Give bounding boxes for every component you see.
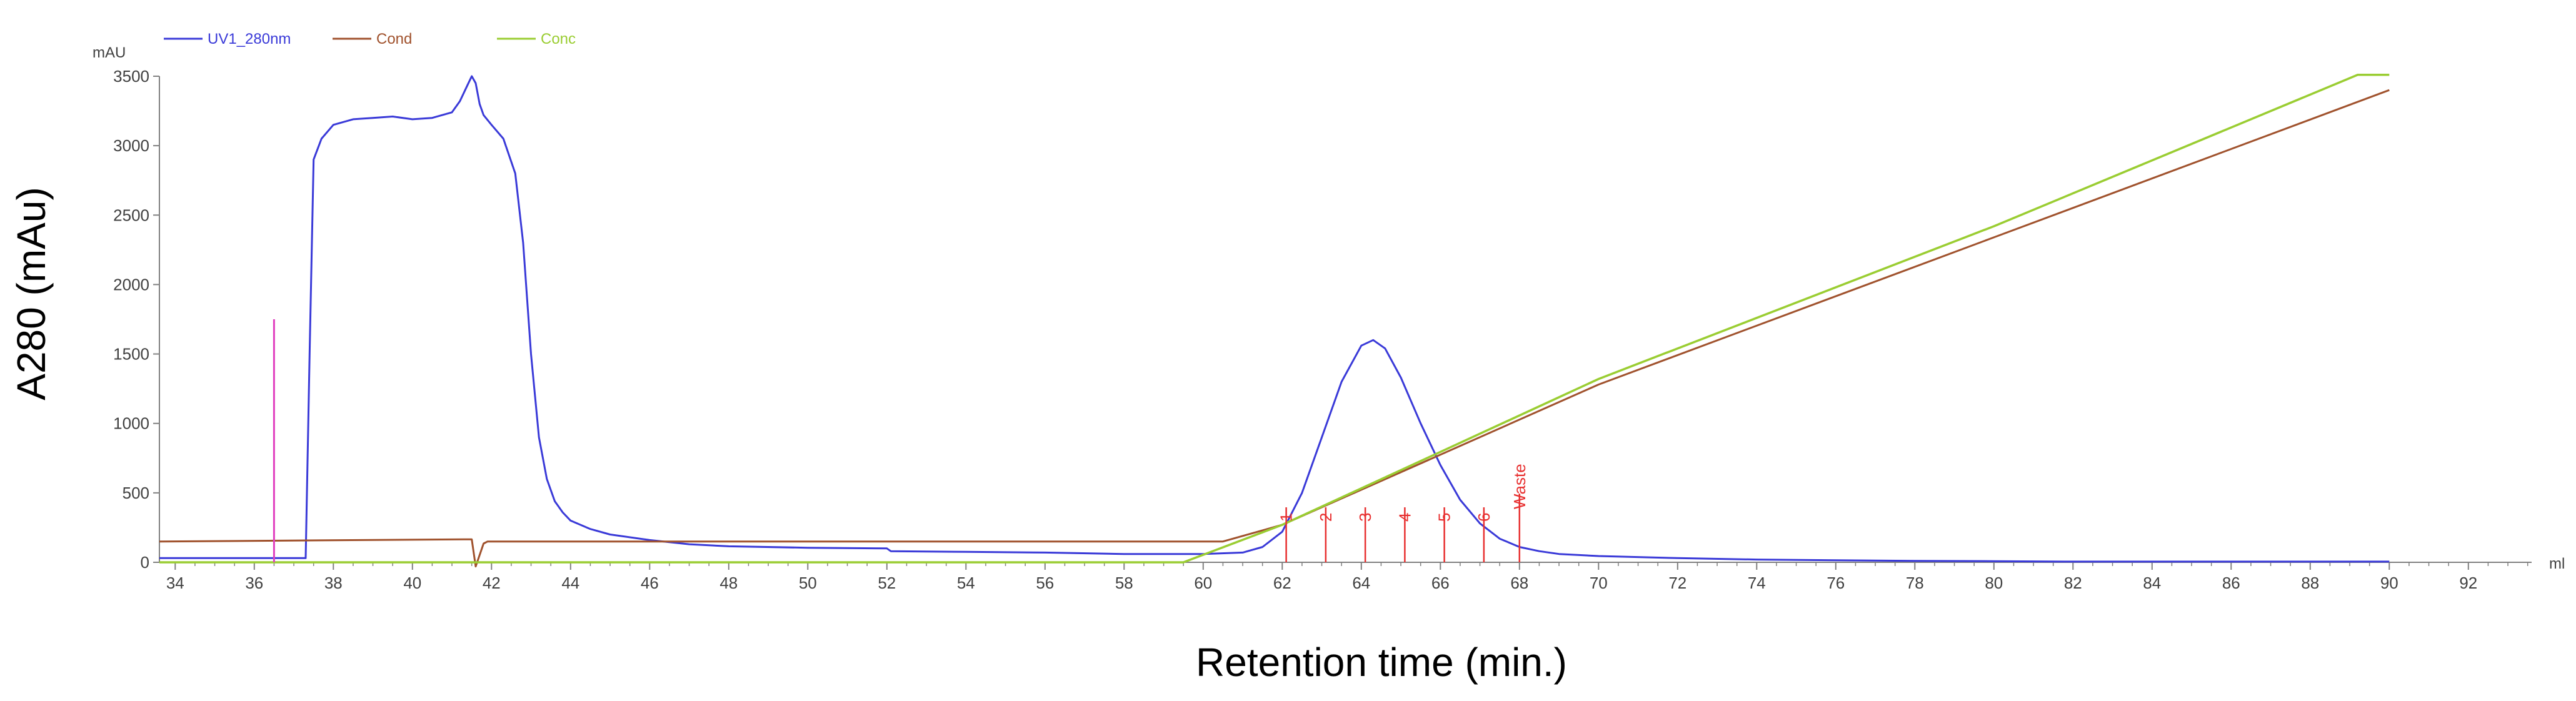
series-line-uv1-280nm: [159, 75, 2390, 563]
fraction-label: 4: [1395, 513, 1414, 522]
x-tick-label: 86: [2222, 574, 2240, 592]
chart-axes: [159, 76, 2532, 563]
x-tick-label: 54: [957, 574, 975, 592]
fraction-label: 5: [1435, 513, 1454, 522]
fraction-label: 2: [1316, 513, 1335, 522]
legend-label: Cond: [376, 31, 412, 47]
fraction-label: 3: [1356, 513, 1375, 522]
x-axis-title: Retention time (min.): [1196, 640, 1567, 685]
x-tick-label: 52: [878, 574, 896, 592]
x-tick-label: 48: [719, 574, 738, 592]
x-tick-label: 70: [1590, 574, 1608, 592]
y-tick-label: 2000: [113, 275, 149, 294]
x-tick-label: 92: [2459, 574, 2477, 592]
fraction-label: 6: [1475, 513, 1493, 522]
series-line-cond: [159, 89, 2390, 568]
y-unit-label: mAU: [93, 44, 126, 61]
x-tick-label: 46: [641, 574, 659, 592]
x-tick-label: 58: [1115, 574, 1133, 592]
x-tick-label: 84: [2143, 574, 2161, 592]
x-tick-label: 76: [1827, 574, 1845, 592]
fraction-label: Waste: [1510, 464, 1529, 509]
x-tick-label: 64: [1352, 574, 1370, 592]
y-axis-title: A280 (mAu): [9, 187, 54, 400]
x-tick-label: 62: [1273, 574, 1291, 592]
y-tick-label: 2500: [113, 206, 149, 224]
x-tick-label: 56: [1036, 574, 1054, 592]
x-tick-label: 78: [1906, 574, 1924, 592]
x-tick-label: 82: [2064, 574, 2082, 592]
legend-label: UV1_280nm: [208, 31, 291, 47]
x-tick-label: 34: [166, 574, 184, 592]
x-tick-label: 66: [1431, 574, 1450, 592]
x-ticks: 34 36 38 40 42 44 46 48 50 52 54 56 58 60 62 64 66 68 70 72…: [166, 562, 2528, 592]
x-tick-label: 36: [245, 574, 263, 592]
y-ticks: 0 500 1000 1500 2000 2500 3000 3500: [113, 67, 159, 572]
x-tick-label: 74: [1748, 574, 1766, 592]
x-unit-label: ml: [2549, 555, 2565, 572]
x-tick-label: 80: [1985, 574, 2003, 592]
x-tick-label: 60: [1194, 574, 1212, 592]
y-tick-label: 1000: [113, 414, 149, 433]
legend-label: Conc: [541, 31, 576, 47]
legend: UV1_280nm Cond Conc: [164, 31, 576, 47]
x-tick-label: 44: [561, 574, 579, 592]
x-tick-label: 68: [1510, 574, 1528, 592]
y-tick-label: 1500: [113, 345, 149, 364]
fraction-label: 1: [1277, 513, 1296, 522]
series-line-conc: [159, 74, 2390, 564]
x-tick-label: 72: [1668, 574, 1686, 592]
y-tick-label: 3500: [113, 67, 149, 86]
x-tick-label: 42: [483, 574, 501, 592]
y-tick-label: 3000: [113, 136, 149, 155]
x-tick-label: 38: [324, 574, 343, 592]
x-tick-label: 90: [2380, 574, 2398, 592]
series-group: [159, 74, 2390, 568]
y-tick-label: 0: [141, 553, 149, 572]
x-tick-label: 40: [403, 574, 421, 592]
x-tick-label: 50: [799, 574, 817, 592]
fraction-markers: 1 2 3 4 5 6 Waste: [1277, 464, 1529, 562]
x-tick-label: 88: [2301, 574, 2319, 592]
y-tick-label: 500: [123, 484, 149, 502]
